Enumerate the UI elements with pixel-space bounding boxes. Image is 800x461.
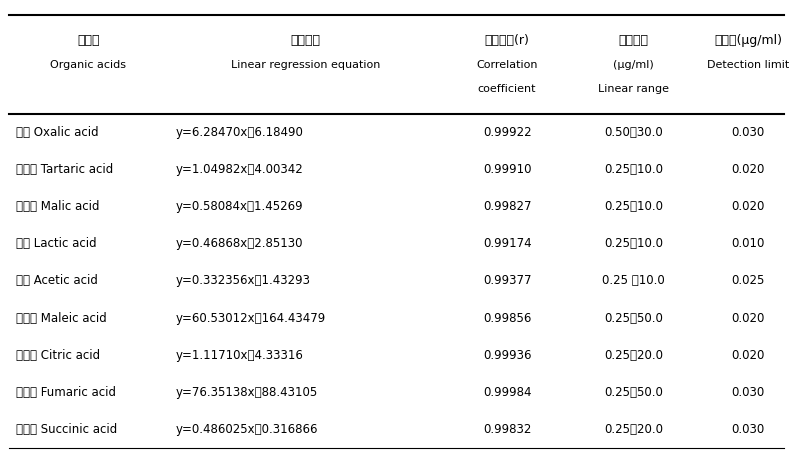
Text: 0.99174: 0.99174	[483, 237, 531, 250]
Text: 0.020: 0.020	[731, 200, 765, 213]
Text: Detection limit: Detection limit	[707, 59, 790, 70]
Text: 0.030: 0.030	[731, 423, 765, 436]
Text: 0.50～30.0: 0.50～30.0	[604, 126, 663, 139]
Text: y=60.53012x－164.43479: y=60.53012x－164.43479	[175, 312, 326, 325]
Text: 0.25～20.0: 0.25～20.0	[604, 349, 663, 362]
Text: y=0.46868x－2.85130: y=0.46868x－2.85130	[175, 237, 302, 250]
Text: y=76.35138x－88.43105: y=76.35138x－88.43105	[175, 386, 318, 399]
Text: 0.99910: 0.99910	[483, 163, 531, 176]
Text: 马来酸 Maleic acid: 马来酸 Maleic acid	[16, 312, 106, 325]
Text: 0.99377: 0.99377	[483, 274, 531, 287]
Text: Organic acids: Organic acids	[50, 59, 126, 70]
Text: 0.25～10.0: 0.25～10.0	[604, 163, 663, 176]
Text: 0.25～10.0: 0.25～10.0	[604, 237, 663, 250]
Text: y=1.11710x－4.33316: y=1.11710x－4.33316	[175, 349, 303, 362]
Text: 0.025: 0.025	[731, 274, 765, 287]
Text: 0.25 ～10.0: 0.25 ～10.0	[602, 274, 665, 287]
Text: coefficient: coefficient	[478, 84, 536, 95]
Text: 酒石酸 Tartaric acid: 酒石酸 Tartaric acid	[16, 163, 113, 176]
Text: 0.99832: 0.99832	[483, 423, 531, 436]
Text: 线性范围: 线性范围	[618, 34, 649, 47]
Text: 0.030: 0.030	[731, 386, 765, 399]
Text: Linear range: Linear range	[598, 84, 669, 95]
Text: (μg/ml): (μg/ml)	[613, 59, 654, 70]
Text: 乳酸 Lactic acid: 乳酸 Lactic acid	[16, 237, 96, 250]
Text: 草酸 Oxalic acid: 草酸 Oxalic acid	[16, 126, 98, 139]
Text: Correlation: Correlation	[476, 59, 538, 70]
Text: 0.99856: 0.99856	[483, 312, 531, 325]
Text: 0.99922: 0.99922	[483, 126, 531, 139]
Text: 0.25～50.0: 0.25～50.0	[604, 386, 663, 399]
Text: 0.99984: 0.99984	[483, 386, 531, 399]
Text: 富马酸 Fumaric acid: 富马酸 Fumaric acid	[16, 386, 116, 399]
Text: 0.020: 0.020	[731, 349, 765, 362]
Text: 柠檬酸 Citric acid: 柠檬酸 Citric acid	[16, 349, 100, 362]
Text: 回归方程: 回归方程	[290, 34, 321, 47]
Text: y=0.58084x－1.45269: y=0.58084x－1.45269	[175, 200, 303, 213]
Text: 0.99936: 0.99936	[483, 349, 531, 362]
Text: 0.020: 0.020	[731, 163, 765, 176]
Text: 0.020: 0.020	[731, 312, 765, 325]
Text: 0.010: 0.010	[731, 237, 765, 250]
Text: y=0.486025x－0.316866: y=0.486025x－0.316866	[175, 423, 318, 436]
Text: 苹果酸 Malic acid: 苹果酸 Malic acid	[16, 200, 99, 213]
Text: 0.25～50.0: 0.25～50.0	[604, 312, 663, 325]
Text: y=1.04982x－4.00342: y=1.04982x－4.00342	[175, 163, 303, 176]
Text: Linear regression equation: Linear regression equation	[231, 59, 380, 70]
Text: 0.25～20.0: 0.25～20.0	[604, 423, 663, 436]
Text: 检出限(μg/ml): 检出限(μg/ml)	[714, 34, 782, 47]
Text: 丁二酸 Succinic acid: 丁二酸 Succinic acid	[16, 423, 117, 436]
Text: 有机酸: 有机酸	[77, 34, 99, 47]
Text: 相关系数(r): 相关系数(r)	[485, 34, 530, 47]
Text: y=6.28470x－6.18490: y=6.28470x－6.18490	[175, 126, 303, 139]
Text: 0.99827: 0.99827	[483, 200, 531, 213]
Text: 乙酸 Acetic acid: 乙酸 Acetic acid	[16, 274, 98, 287]
Text: 0.030: 0.030	[731, 126, 765, 139]
Text: y=0.332356x－1.43293: y=0.332356x－1.43293	[175, 274, 310, 287]
Text: 0.25～10.0: 0.25～10.0	[604, 200, 663, 213]
